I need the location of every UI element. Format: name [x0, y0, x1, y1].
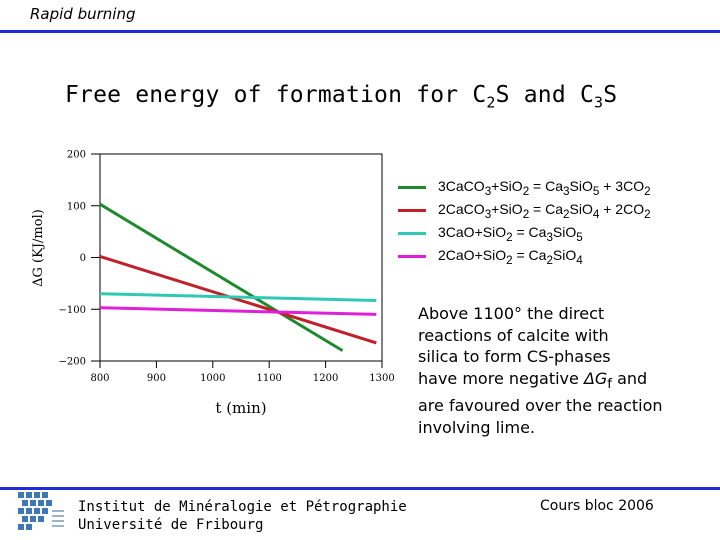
- header-title: Rapid burning: [30, 5, 136, 23]
- y-axis-label: ΔG (KJ/mol): [31, 209, 46, 287]
- note-text: Above 1100° the direct reactions of calc…: [418, 303, 708, 438]
- y-tick-label: 0: [80, 253, 86, 264]
- x-tick-label: 1300: [369, 373, 394, 384]
- note-line: Above 1100° the direct: [418, 304, 605, 323]
- x-axis-label: t (min): [215, 399, 266, 417]
- series-line: [99, 306, 377, 316]
- x-tick-label: 900: [147, 373, 166, 384]
- x-tick-label: 1200: [313, 373, 338, 384]
- series-line: [99, 292, 377, 302]
- legend-swatch: [398, 232, 426, 235]
- footer-course: Cours bloc 2006: [540, 498, 654, 514]
- legend-swatch: [398, 255, 426, 258]
- chart-legend: 3CaCO3+SiO2 = Ca3SiO5 + 3CO2 2CaCO3+SiO2…: [398, 176, 651, 268]
- title-part: Free energy of formation for C: [65, 82, 487, 108]
- note-line: have more negative ΔGf and: [418, 368, 648, 392]
- footer-institution: Institut de Minéralogie et Pétrographie …: [78, 498, 407, 534]
- y-tick-label: 200: [67, 150, 86, 161]
- legend-label: 3CaO+SiO2 = Ca3SiO5: [438, 223, 583, 244]
- legend-label: 2CaO+SiO2 = Ca2SiO4: [438, 246, 583, 267]
- title-part: S: [603, 82, 618, 108]
- legend-item: 3CaO+SiO2 = Ca3SiO5: [398, 222, 651, 245]
- y-tick-label: −100: [59, 305, 86, 316]
- note-line: reactions of calcite with: [418, 325, 609, 345]
- series-line: [99, 255, 377, 345]
- bottom-divider: [0, 487, 720, 490]
- y-tick-label: −200: [59, 357, 86, 368]
- title-subscript: 2: [486, 93, 496, 112]
- title-subscript: 3: [594, 93, 604, 112]
- y-tick-label: 100: [67, 201, 86, 212]
- x-tick-label: 800: [90, 373, 109, 384]
- legend-item: 3CaCO3+SiO2 = Ca3SiO5 + 3CO2: [398, 176, 651, 199]
- slide-title: Free energy of formation for C2S and C3S: [65, 82, 617, 112]
- university-name: Université de Fribourg: [78, 517, 264, 533]
- institution-name: Institut de Minéralogie et Pétrographie: [78, 499, 407, 515]
- x-tick-label: 1000: [200, 373, 225, 384]
- legend-item: 2CaO+SiO2 = Ca2SiO4: [398, 245, 651, 268]
- legend-item: 2CaCO3+SiO2 = Ca2SiO4 + 2CO2: [398, 199, 651, 222]
- university-logo-icon: [16, 490, 68, 534]
- legend-label: 2CaCO3+SiO2 = Ca2SiO4 + 2CO2: [438, 200, 651, 221]
- legend-swatch: [398, 209, 426, 212]
- legend-label: 3CaCO3+SiO2 = Ca3SiO5 + 3CO2: [438, 177, 651, 198]
- note-line: are favoured over the reaction: [418, 396, 663, 416]
- title-part: S and C: [495, 82, 594, 108]
- series-line: [99, 202, 344, 352]
- x-tick-label: 1100: [256, 373, 281, 384]
- note-line: involving lime.: [418, 417, 535, 437]
- note-line: silica to form CS-phases: [418, 347, 611, 366]
- legend-swatch: [398, 186, 426, 189]
- top-divider: [0, 30, 720, 33]
